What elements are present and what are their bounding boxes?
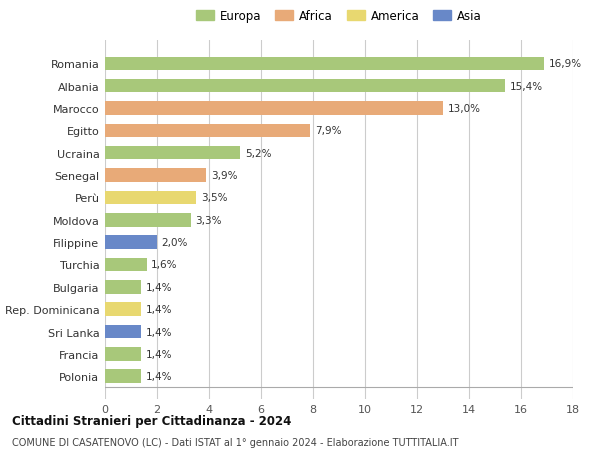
Bar [105, 325, 142, 338]
Bar [105, 236, 157, 249]
Bar [105, 280, 142, 294]
Text: 1,6%: 1,6% [151, 260, 178, 270]
Text: 16,9%: 16,9% [549, 59, 582, 69]
Text: 1,4%: 1,4% [146, 282, 173, 292]
Text: 1,4%: 1,4% [146, 371, 173, 381]
Text: 3,9%: 3,9% [211, 171, 238, 181]
Bar [105, 102, 443, 116]
Bar [105, 147, 240, 160]
Text: 1,4%: 1,4% [146, 349, 173, 359]
Bar [105, 80, 505, 93]
Bar [105, 369, 142, 383]
Text: 1,4%: 1,4% [146, 327, 173, 337]
Text: 7,9%: 7,9% [315, 126, 341, 136]
Bar [105, 213, 191, 227]
Text: 1,4%: 1,4% [146, 304, 173, 314]
Bar [105, 303, 142, 316]
Bar [105, 347, 142, 361]
Legend: Europa, Africa, America, Asia: Europa, Africa, America, Asia [194, 8, 484, 26]
Text: COMUNE DI CASATENOVO (LC) - Dati ISTAT al 1° gennaio 2024 - Elaborazione TUTTITA: COMUNE DI CASATENOVO (LC) - Dati ISTAT a… [12, 437, 458, 447]
Text: 3,5%: 3,5% [200, 193, 227, 203]
Text: Cittadini Stranieri per Cittadinanza - 2024: Cittadini Stranieri per Cittadinanza - 2… [12, 414, 292, 428]
Bar [105, 191, 196, 205]
Text: 5,2%: 5,2% [245, 148, 271, 158]
Bar [105, 57, 544, 71]
Bar [105, 169, 206, 182]
Bar [105, 124, 310, 138]
Text: 15,4%: 15,4% [510, 82, 543, 91]
Text: 3,3%: 3,3% [196, 215, 222, 225]
Text: 13,0%: 13,0% [448, 104, 481, 114]
Bar [105, 258, 146, 272]
Text: 2,0%: 2,0% [161, 238, 188, 247]
